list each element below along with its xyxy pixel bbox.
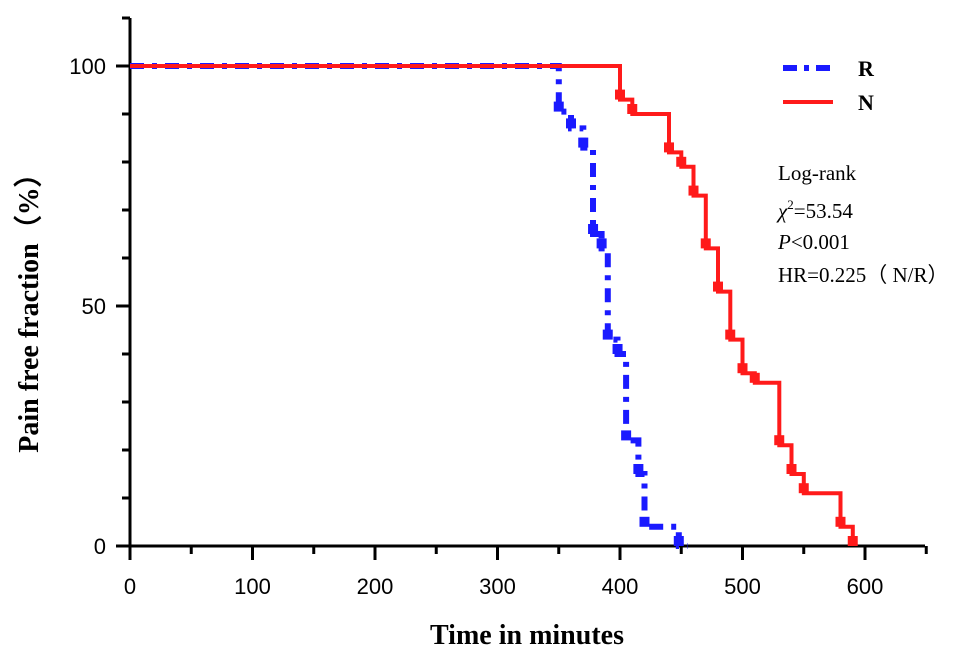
censor-mark-n	[774, 435, 785, 446]
stats-p-symbol: P	[777, 230, 791, 254]
stats-test-label: Log-rank	[778, 161, 857, 185]
x-tick-label: 200	[357, 574, 394, 599]
censor-mark-r	[588, 224, 599, 234]
censor-mark-n	[664, 142, 674, 153]
axes: 0 100 200 300 400 500 600 0 50 100	[69, 16, 928, 599]
y-tick-label: 0	[94, 534, 106, 559]
censor-mark-r	[673, 536, 684, 546]
censor-mark-n	[676, 156, 687, 167]
stats-annotation: Log-rank χ2=53.54 P<0.001 HR=0.225（ N/R）	[776, 161, 949, 287]
censor-mark-n	[725, 329, 736, 340]
censor-mark-r	[621, 430, 632, 441]
x-axis-title: Time in minutes	[430, 620, 624, 646]
stats-chi-value: =53.54	[794, 199, 854, 223]
censor-mark-n	[798, 483, 809, 494]
censor-mark-n	[749, 372, 760, 383]
censor-mark-n	[615, 89, 625, 100]
x-tick-label: 600	[847, 574, 884, 599]
censor-mark-r	[553, 101, 564, 112]
censor-mark-n	[700, 238, 711, 249]
series-layer	[130, 63, 858, 549]
censor-mark-n	[688, 185, 699, 196]
y-tick-label: 50	[82, 294, 106, 319]
censor-mark-r	[612, 344, 623, 354]
stats-chi-symbol: χ	[776, 199, 788, 223]
censor-mark-r	[596, 238, 607, 249]
censor-mark-r	[633, 464, 644, 474]
stats-chi-square: χ2=53.54	[776, 197, 853, 223]
y-axis-title: Pain free fraction（%）	[12, 159, 45, 452]
censor-mark-r	[602, 329, 613, 340]
x-tick-label: 100	[234, 574, 271, 599]
x-tick-label: 500	[724, 574, 761, 599]
censor-mark-n	[786, 464, 797, 474]
x-tick-label: 300	[479, 574, 516, 599]
legend-label-n: N	[858, 90, 874, 115]
x-tick-label: 400	[602, 574, 639, 599]
censor-mark-n	[835, 516, 846, 527]
censor-mark-n	[627, 104, 638, 114]
x-tick-label: 0	[124, 574, 136, 599]
stats-p-value: P<0.001	[777, 230, 850, 254]
censor-mark-r	[566, 118, 576, 129]
censor-mark-r	[639, 516, 650, 527]
legend: R N	[783, 56, 875, 115]
legend-label-r: R	[858, 56, 875, 81]
censor-mark-n	[713, 281, 723, 292]
censor-mark-n	[847, 536, 858, 546]
stats-hazard-ratio: HR=0.225（ N/R）	[778, 263, 949, 287]
stats-chi-exp: 2	[787, 197, 794, 212]
series-line-r	[130, 63, 688, 549]
series-line-n	[130, 64, 855, 546]
stats-p-number: <0.001	[791, 230, 850, 254]
censor-mark-n	[737, 363, 748, 374]
censor-mark-r	[578, 137, 589, 148]
y-tick-label: 100	[69, 54, 106, 79]
